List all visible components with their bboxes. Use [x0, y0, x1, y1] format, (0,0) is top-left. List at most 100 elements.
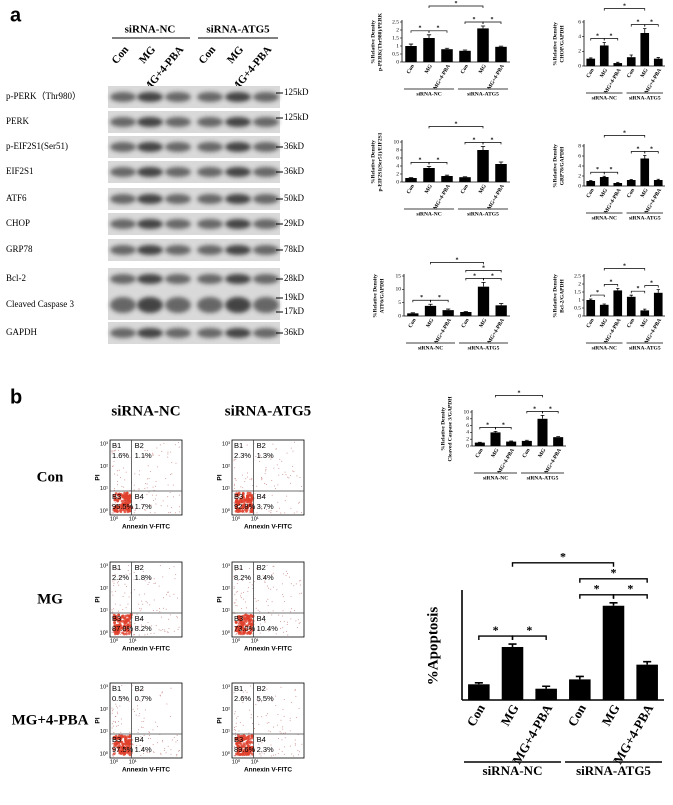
event-dot	[289, 717, 291, 719]
error-bar	[410, 312, 415, 314]
blot-band	[253, 274, 279, 284]
x-tick-label: Con	[585, 188, 595, 199]
event-dot	[272, 443, 274, 445]
x-tick-label: Con	[406, 184, 416, 195]
significance-label: *	[623, 3, 626, 9]
event-dot-dense	[248, 619, 252, 623]
event-dot	[144, 487, 146, 489]
event-dot	[250, 755, 252, 757]
event-dot	[294, 743, 296, 745]
event-dot	[254, 728, 256, 730]
quadrant-percent: 2.3%	[234, 451, 251, 460]
event-dot	[140, 726, 142, 728]
event-dot-dense	[234, 625, 238, 629]
event-dot-dense	[125, 750, 129, 754]
event-dot	[132, 708, 134, 710]
event-dot	[253, 580, 255, 582]
event-dot	[112, 725, 114, 727]
bar	[626, 180, 636, 186]
event-dot	[142, 727, 144, 729]
event-dot-dense	[119, 619, 123, 623]
blot-band	[253, 194, 279, 204]
event-dot-dense	[116, 493, 120, 497]
event-dot	[251, 584, 253, 586]
event-dot	[111, 754, 113, 756]
event-dot-dense	[116, 619, 120, 623]
event-dot-dense	[119, 510, 123, 513]
event-dot	[258, 723, 260, 725]
event-dot	[267, 598, 269, 600]
significance-label: *	[455, 1, 458, 7]
y-tick-label: 10³	[100, 441, 108, 447]
event-dot-dense	[120, 499, 124, 503]
event-dot	[287, 634, 289, 636]
event-dot	[175, 512, 177, 514]
x-axis-label: Annexin V-FITC	[122, 767, 170, 774]
event-dot	[236, 605, 238, 607]
event-dot	[259, 456, 261, 458]
event-dot	[270, 456, 272, 458]
error-bar	[589, 57, 593, 59]
event-dot	[286, 623, 288, 625]
event-dot-dense	[127, 619, 130, 623]
y-tick-label: 10¹	[222, 486, 230, 492]
row-label: Cleaved Caspase 3	[6, 299, 74, 309]
event-dot	[265, 470, 267, 472]
event-dot	[147, 621, 149, 623]
event-dot	[118, 581, 120, 583]
blot-band	[225, 245, 251, 255]
event-dot	[117, 725, 119, 727]
y-axis-label: PI	[95, 596, 102, 602]
error-bar	[444, 174, 450, 176]
event-dot	[233, 458, 235, 460]
significance-label: *	[473, 137, 476, 143]
event-dot-dense	[242, 496, 246, 499]
event-dot	[259, 454, 261, 456]
event-dot	[112, 720, 114, 722]
y-axis-label: %Relative Density	[372, 274, 378, 318]
event-dot	[257, 609, 259, 611]
event-dot	[176, 755, 178, 757]
event-dot	[177, 628, 179, 630]
bar	[477, 286, 490, 316]
event-dot	[117, 720, 119, 722]
event-dot	[146, 494, 148, 496]
event-dot	[281, 593, 283, 595]
blot-background	[108, 136, 280, 158]
bar	[636, 664, 658, 700]
event-dot	[129, 457, 131, 459]
event-dot-dense	[124, 620, 128, 623]
event-dot	[124, 583, 126, 585]
error-bar	[609, 602, 618, 606]
event-dot	[112, 755, 114, 757]
event-dot	[278, 474, 280, 476]
event-dot-dense	[115, 504, 118, 508]
event-dot	[118, 610, 120, 612]
y-tick-label: 0	[398, 313, 401, 319]
y-tick-label: 10¹	[100, 608, 108, 614]
event-dot-dense	[121, 735, 125, 739]
event-dot	[235, 604, 237, 606]
bar	[424, 305, 437, 316]
event-dot-dense	[113, 621, 116, 625]
significance-label: *	[650, 280, 653, 286]
event-dot	[159, 611, 161, 613]
event-dot-dense	[239, 753, 242, 756]
x-tick-label: MG	[478, 63, 488, 75]
event-dot	[291, 608, 293, 610]
event-dot	[262, 446, 264, 448]
event-dot	[155, 498, 157, 500]
event-dot-dense	[236, 744, 240, 748]
quadrant-name: B3	[234, 614, 243, 623]
event-dot	[167, 591, 169, 593]
event-dot	[150, 632, 152, 634]
quadrant-percent: 3.7%	[257, 502, 274, 511]
event-dot	[286, 495, 288, 497]
event-dot	[125, 453, 127, 455]
event-dot	[244, 481, 246, 483]
event-dot-dense	[123, 499, 127, 503]
event-dot-dense	[123, 737, 127, 741]
x-tick-label: Con	[460, 184, 470, 195]
event-dot	[234, 728, 236, 730]
significance-label: *	[594, 582, 600, 596]
